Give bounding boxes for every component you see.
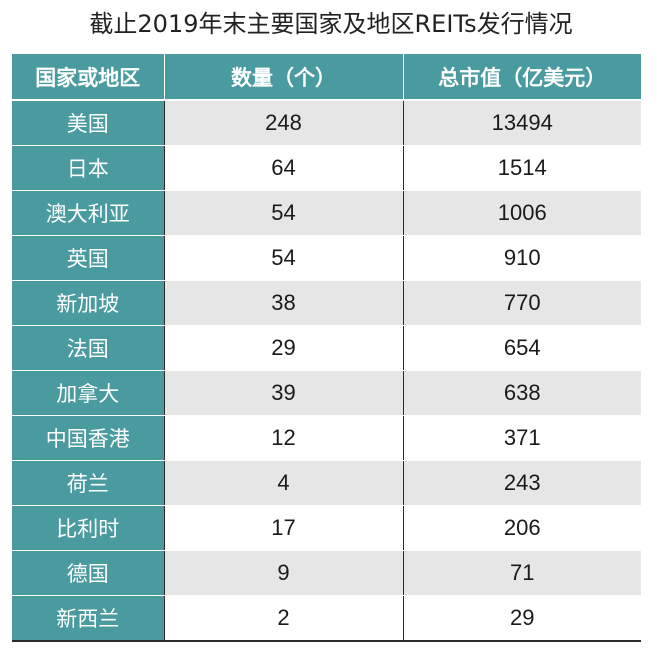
country-cell: 英国 [12,235,165,281]
country-cell: 加拿大 [12,370,165,416]
market-cap-cell: 654 [403,325,641,371]
table-row: 加拿大 39 638 [12,370,641,416]
market-cap-cell: 29 [403,595,641,642]
count-cell: 2 [164,595,404,642]
market-cap-cell: 371 [403,415,641,461]
count-cell: 38 [164,280,404,326]
market-cap-cell: 206 [403,505,641,551]
market-cap-cell: 71 [403,550,641,596]
country-cell: 德国 [12,550,165,596]
market-cap-cell: 638 [403,370,641,416]
header-row: 国家或地区 数量（个） 总市值（亿美元） [12,54,641,101]
count-cell: 248 [164,100,404,146]
table-row: 美国 248 13494 [12,100,641,146]
country-cell: 比利时 [12,505,165,551]
header-country: 国家或地区 [12,54,164,101]
market-cap-cell: 770 [403,280,641,326]
country-cell: 日本 [12,145,165,191]
country-cell: 美国 [12,100,165,146]
country-cell: 荷兰 [12,460,165,506]
table-row: 比利时 17 206 [12,505,641,551]
count-cell: 4 [164,460,404,506]
market-cap-cell: 910 [403,235,641,281]
country-cell: 中国香港 [12,415,165,461]
table-row: 荷兰 4 243 [12,460,641,506]
table-title: 截止2019年末主要国家及地区REITs发行情况 [89,10,573,38]
table-row: 法国 29 654 [12,325,641,371]
count-cell: 17 [164,505,404,551]
count-cell: 39 [164,370,404,416]
header-market-cap: 总市值（亿美元） [402,54,641,101]
reits-table: 国家或地区 数量（个） 总市值（亿美元） 美国 248 13494 日本 64 … [12,54,641,642]
table-row: 日本 64 1514 [12,145,641,191]
table-row: 新加坡 38 770 [12,280,641,326]
count-cell: 29 [164,325,404,371]
count-cell: 12 [164,415,404,461]
table-row: 中国香港 12 371 [12,415,641,461]
market-cap-cell: 243 [403,460,641,506]
table-row: 英国 54 910 [12,235,641,281]
table-row: 新西兰 2 29 [12,595,641,642]
count-cell: 9 [164,550,404,596]
table-row: 澳大利亚 54 1006 [12,190,641,236]
count-cell: 64 [164,145,404,191]
market-cap-cell: 1006 [403,190,641,236]
market-cap-cell: 1514 [403,145,641,191]
header-count: 数量（个） [163,54,403,101]
count-cell: 54 [164,235,404,281]
table-row: 德国 9 71 [12,550,641,596]
country-cell: 法国 [12,325,165,371]
count-cell: 54 [164,190,404,236]
country-cell: 新加坡 [12,280,165,326]
market-cap-cell: 13494 [403,100,641,146]
country-cell: 新西兰 [12,595,165,642]
country-cell: 澳大利亚 [12,190,165,236]
